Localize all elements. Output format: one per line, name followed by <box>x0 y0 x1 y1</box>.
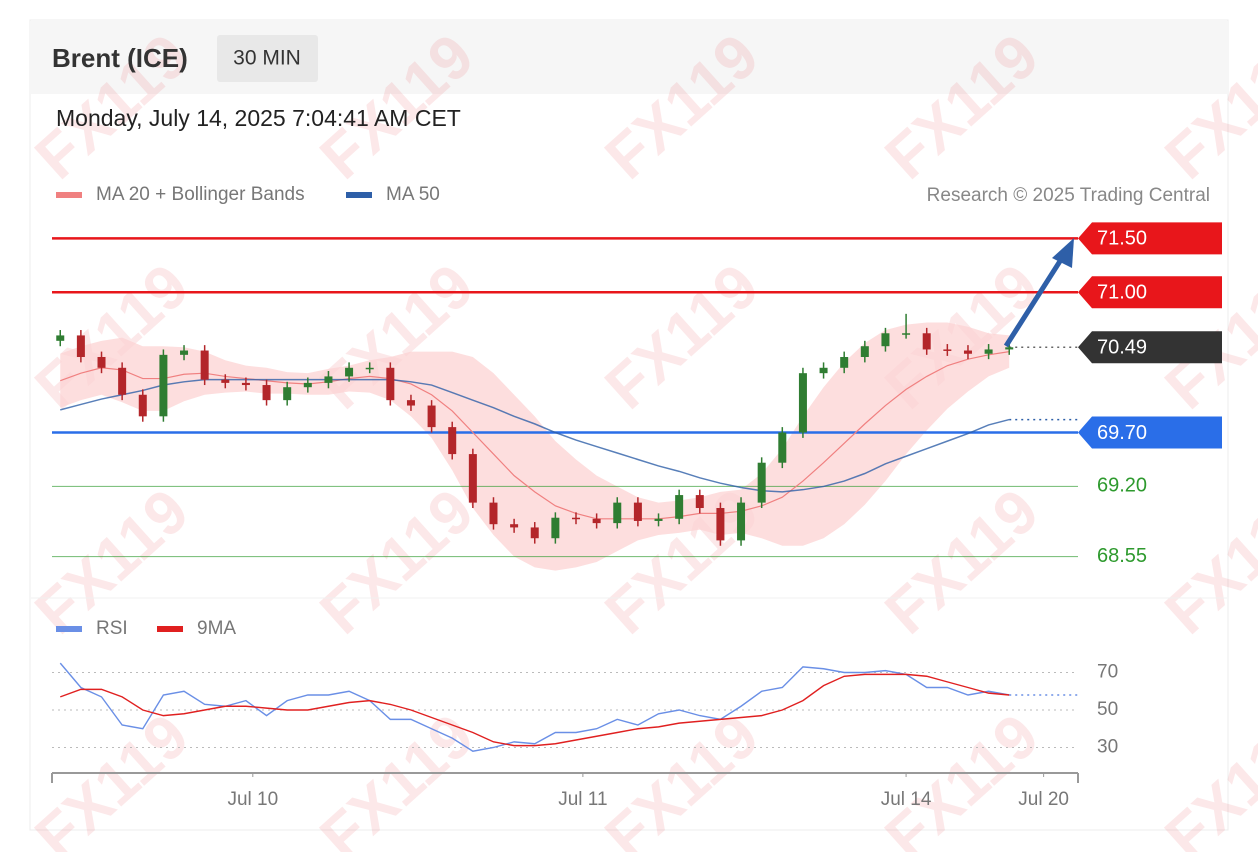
candle-body <box>530 527 539 539</box>
candle-body <box>881 333 890 347</box>
candle-body <box>283 387 292 401</box>
y-tick-label: 50 <box>1097 699 1118 720</box>
candle-body <box>468 454 477 503</box>
candle-body <box>510 524 519 528</box>
candle-body <box>902 333 911 335</box>
candle-body <box>56 335 65 341</box>
ma-line <box>60 351 1010 520</box>
candle-body <box>592 518 601 524</box>
legend-label: 9MA <box>197 618 236 639</box>
x-tick-label: Jul 11 <box>558 789 607 810</box>
candle-body <box>860 346 869 357</box>
candle-body <box>572 517 581 520</box>
y-tick-label: 70 <box>1097 662 1118 683</box>
interval-button[interactable] <box>217 35 318 82</box>
candle-body <box>984 349 993 354</box>
x-tick-label: Jul 10 <box>227 789 278 810</box>
interval-label: 30 MIN <box>233 47 301 70</box>
legend-swatch <box>56 192 82 198</box>
candle-body <box>675 495 684 519</box>
candle-body <box>262 385 271 401</box>
level-label: 71.00 <box>1097 282 1147 304</box>
candle-body <box>406 400 415 406</box>
ma-line <box>60 378 1010 493</box>
x-tick-label: Jul 14 <box>881 789 932 810</box>
candle-body <box>737 502 746 541</box>
candle-body <box>613 502 622 524</box>
candle-body <box>840 356 849 368</box>
candle-body <box>200 350 209 380</box>
legend-swatch <box>56 626 82 632</box>
level-label: 71.50 <box>1097 228 1147 250</box>
candle-body <box>1005 347 1014 350</box>
indicator-line <box>59 662 1010 752</box>
level-label: 70.49 <box>1097 337 1147 359</box>
instrument-title: Brent (ICE) <box>52 43 188 73</box>
candle-body <box>551 517 560 539</box>
candle-body <box>324 376 333 383</box>
candle-body <box>695 495 704 509</box>
candle-body <box>159 354 168 417</box>
level-label: 69.70 <box>1097 422 1147 444</box>
level-flag <box>1078 416 1222 449</box>
credit: Research © 2025 Trading Central <box>927 185 1210 206</box>
candle-body <box>241 382 250 386</box>
candle-body <box>365 367 374 370</box>
legend-label: RSI <box>96 618 128 639</box>
level-flag <box>1078 276 1222 309</box>
candle-body <box>489 502 498 525</box>
forecast-arrow-head <box>1052 238 1074 268</box>
candle-body <box>757 462 766 503</box>
price-panel: 71.50 71.00 70.49 69.70 69.20 68.55 MA 20 + Bo… <box>52 184 1222 571</box>
candle-body <box>963 350 972 354</box>
candle-body <box>221 379 230 383</box>
candle-body <box>778 432 787 463</box>
candle-body <box>345 367 354 377</box>
level-label: 68.55 <box>1097 545 1147 567</box>
x-tick-label: Jul 20 <box>1018 789 1069 810</box>
candle-body <box>943 349 952 351</box>
level-flag <box>1078 331 1222 364</box>
candle-body <box>138 394 147 417</box>
candle-body <box>427 405 436 428</box>
header-band <box>31 21 1227 94</box>
level-label: 69.20 <box>1097 475 1147 497</box>
legend-swatch <box>157 626 183 632</box>
candle-body <box>448 427 457 455</box>
legend-swatch <box>346 192 372 198</box>
level-flag <box>1078 222 1222 255</box>
bollinger-band <box>60 322 1010 571</box>
legend-label: MA 50 <box>386 184 440 205</box>
candle-body <box>118 367 127 395</box>
y-tick-label: 30 <box>1097 737 1118 758</box>
candle-body <box>386 367 395 401</box>
candle-body <box>798 373 807 433</box>
candle-body <box>716 508 725 541</box>
candle-body <box>654 518 663 521</box>
rsi-panel: 70 50 30 Jul 10 Jul 11 Jul 14 Jul 20 RSI 9MA <box>51 618 1118 810</box>
candle-body <box>97 356 106 368</box>
forecast-arrow <box>1003 256 1065 348</box>
candle-body <box>633 502 642 521</box>
candle-body <box>922 333 931 350</box>
candle-body <box>819 367 828 374</box>
timestamp: Monday, July 14, 2025 7:04:41 AM CET <box>56 105 461 131</box>
candle-body <box>303 382 312 388</box>
indicator-line <box>60 673 1010 747</box>
candle-body <box>76 335 85 357</box>
legend-label: MA 20 + Bollinger Bands <box>96 184 305 205</box>
candle-body <box>180 350 189 355</box>
